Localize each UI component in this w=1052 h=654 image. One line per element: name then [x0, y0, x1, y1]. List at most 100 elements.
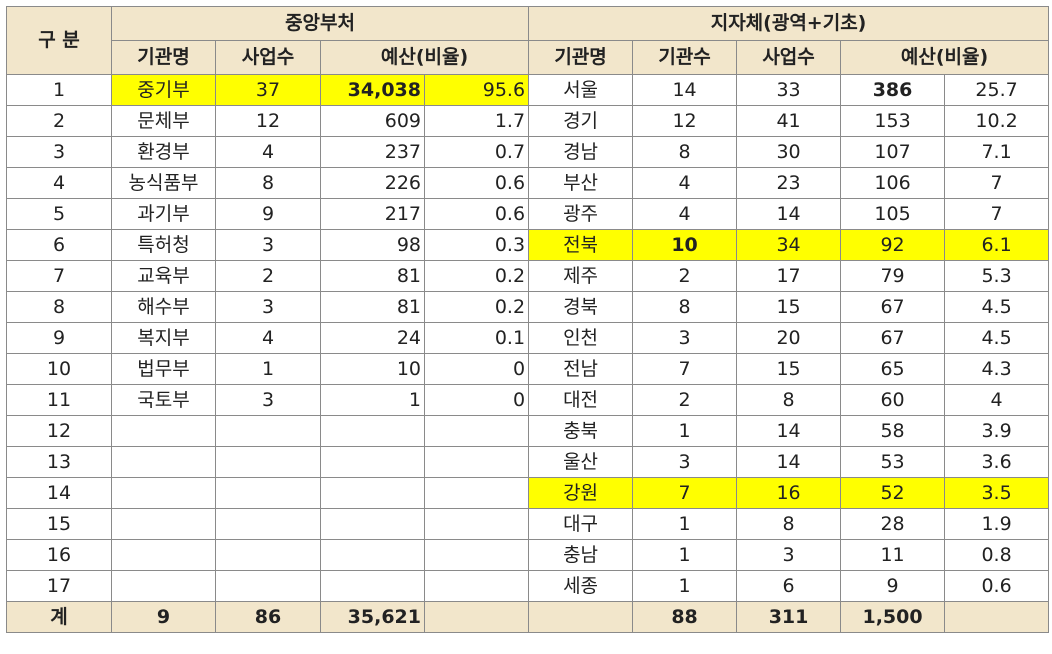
- row-number-cell[interactable]: 1: [6, 74, 112, 106]
- central-agency-cell[interactable]: 복지부: [111, 322, 216, 354]
- row-number-cell[interactable]: 11: [6, 384, 112, 416]
- central-budget-cell[interactable]: [320, 539, 425, 571]
- local-header[interactable]: 지자체(광역+기초): [528, 6, 1050, 41]
- total-local-agency-cell[interactable]: [528, 601, 634, 633]
- local-agency-count-cell[interactable]: 4: [632, 167, 738, 199]
- central-ratio-cell[interactable]: [423, 508, 530, 540]
- local-agency-cell[interactable]: 제주: [528, 260, 634, 292]
- col-projects-header[interactable]: 사업수: [215, 40, 321, 75]
- central-agency-cell[interactable]: [111, 446, 216, 478]
- central-ratio-cell[interactable]: 0.6: [423, 167, 530, 199]
- local-budget-cell[interactable]: 11: [840, 539, 946, 571]
- local-ratio-cell[interactable]: 0.8: [944, 539, 1050, 571]
- central-projects-cell[interactable]: 37: [215, 74, 321, 106]
- local-projects-cell[interactable]: 8: [736, 508, 842, 540]
- local-ratio-cell[interactable]: 25.7: [944, 74, 1050, 106]
- local-agency-count-cell[interactable]: 8: [632, 136, 738, 168]
- col-agency-header[interactable]: 기관명: [111, 40, 216, 75]
- local-agency-count-cell[interactable]: 3: [632, 322, 738, 354]
- central-projects-cell[interactable]: 12: [215, 105, 321, 137]
- central-agency-cell[interactable]: [111, 508, 216, 540]
- central-projects-cell[interactable]: [215, 570, 321, 602]
- central-ratio-cell[interactable]: 95.6: [423, 74, 530, 106]
- row-number-cell[interactable]: 7: [6, 260, 112, 292]
- local-agency-cell[interactable]: 충남: [528, 539, 634, 571]
- central-budget-cell[interactable]: [320, 446, 425, 478]
- central-agency-cell[interactable]: 특허청: [111, 229, 216, 261]
- central-budget-cell[interactable]: [320, 477, 425, 509]
- local-ratio-cell[interactable]: 1.9: [944, 508, 1050, 540]
- row-number-cell[interactable]: 15: [6, 508, 112, 540]
- central-ratio-cell[interactable]: [423, 570, 530, 602]
- central-projects-cell[interactable]: 9: [215, 198, 321, 230]
- central-ratio-cell[interactable]: 0.2: [423, 291, 530, 323]
- local-agency-count-cell[interactable]: 7: [632, 353, 738, 385]
- local-agency-cell[interactable]: 경북: [528, 291, 634, 323]
- row-number-cell[interactable]: 16: [6, 539, 112, 571]
- local-projects-cell[interactable]: 41: [736, 105, 842, 137]
- row-number-cell[interactable]: 4: [6, 167, 112, 199]
- central-agency-cell[interactable]: [111, 570, 216, 602]
- row-number-cell[interactable]: 17: [6, 570, 112, 602]
- local-agency-cell[interactable]: 경남: [528, 136, 634, 168]
- central-agency-cell[interactable]: 중기부: [111, 74, 216, 106]
- central-projects-cell[interactable]: [215, 539, 321, 571]
- central-projects-cell[interactable]: 2: [215, 260, 321, 292]
- local-agency-cell[interactable]: 대구: [528, 508, 634, 540]
- local-agency-cell[interactable]: 충북: [528, 415, 634, 447]
- central-budget-cell[interactable]: 24: [320, 322, 425, 354]
- central-budget-cell[interactable]: 81: [320, 291, 425, 323]
- local-budget-cell[interactable]: 65: [840, 353, 946, 385]
- local-projects-cell[interactable]: 14: [736, 198, 842, 230]
- local-projects-cell[interactable]: 3: [736, 539, 842, 571]
- local-agency-count-cell[interactable]: 3: [632, 446, 738, 478]
- local-projects-cell[interactable]: 34: [736, 229, 842, 261]
- local-agency-count-cell[interactable]: 10: [632, 229, 738, 261]
- central-agency-cell[interactable]: 법무부: [111, 353, 216, 385]
- local-ratio-cell[interactable]: 10.2: [944, 105, 1050, 137]
- category-header[interactable]: 구 분: [6, 6, 112, 75]
- central-ratio-cell[interactable]: 0: [423, 353, 530, 385]
- row-number-cell[interactable]: 8: [6, 291, 112, 323]
- col-agency-local-header[interactable]: 기관명: [528, 40, 634, 75]
- col-budget-local-header[interactable]: 예산(비율): [840, 40, 1050, 75]
- local-budget-cell[interactable]: 153: [840, 105, 946, 137]
- local-projects-cell[interactable]: 6: [736, 570, 842, 602]
- row-number-cell[interactable]: 6: [6, 229, 112, 261]
- central-projects-cell[interactable]: 8: [215, 167, 321, 199]
- central-budget-cell[interactable]: 98: [320, 229, 425, 261]
- local-agency-count-cell[interactable]: 8: [632, 291, 738, 323]
- local-ratio-cell[interactable]: 4: [944, 384, 1050, 416]
- local-agency-cell[interactable]: 광주: [528, 198, 634, 230]
- central-projects-cell[interactable]: [215, 477, 321, 509]
- central-budget-cell[interactable]: 34,038: [320, 74, 425, 106]
- total-central-ratio-cell[interactable]: [423, 601, 530, 633]
- central-ratio-cell[interactable]: 0.3: [423, 229, 530, 261]
- central-agency-cell[interactable]: 해수부: [111, 291, 216, 323]
- local-ratio-cell[interactable]: 0.6: [944, 570, 1050, 602]
- local-projects-cell[interactable]: 23: [736, 167, 842, 199]
- local-agency-count-cell[interactable]: 1: [632, 508, 738, 540]
- central-projects-cell[interactable]: 4: [215, 322, 321, 354]
- local-agency-cell[interactable]: 전남: [528, 353, 634, 385]
- local-projects-cell[interactable]: 16: [736, 477, 842, 509]
- total-local-ratio-cell[interactable]: [944, 601, 1050, 633]
- local-agency-cell[interactable]: 대전: [528, 384, 634, 416]
- local-budget-cell[interactable]: 105: [840, 198, 946, 230]
- local-projects-cell[interactable]: 15: [736, 291, 842, 323]
- local-agency-count-cell[interactable]: 7: [632, 477, 738, 509]
- local-projects-cell[interactable]: 33: [736, 74, 842, 106]
- local-budget-cell[interactable]: 92: [840, 229, 946, 261]
- local-agency-cell[interactable]: 울산: [528, 446, 634, 478]
- local-ratio-cell[interactable]: 3.9: [944, 415, 1050, 447]
- local-ratio-cell[interactable]: 6.1: [944, 229, 1050, 261]
- row-number-cell[interactable]: 2: [6, 105, 112, 137]
- local-ratio-cell[interactable]: 5.3: [944, 260, 1050, 292]
- row-number-cell[interactable]: 3: [6, 136, 112, 168]
- local-budget-cell[interactable]: 67: [840, 322, 946, 354]
- total-central-projects-cell[interactable]: 86: [215, 601, 321, 633]
- local-budget-cell[interactable]: 52: [840, 477, 946, 509]
- local-ratio-cell[interactable]: 7: [944, 198, 1050, 230]
- central-budget-cell[interactable]: 609: [320, 105, 425, 137]
- central-agency-cell[interactable]: 국토부: [111, 384, 216, 416]
